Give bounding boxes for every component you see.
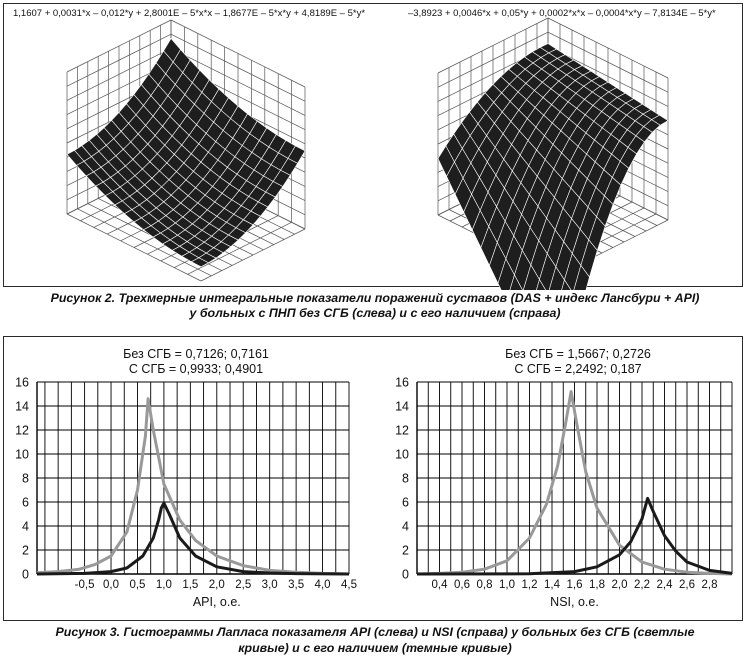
y-tick-label: 14: [15, 400, 29, 414]
surface-cell: [561, 279, 572, 290]
wall-grid-line: [170, 33, 306, 102]
wall-grid-line: [170, 19, 306, 88]
x-tick-label: 0,5: [129, 579, 145, 591]
api-laplace-chart: 0 2 4 6 8 10 12 14 16 -0,5 0,0 0,5 1,0 1,5 2,0 2,5 3,0 3,…: [15, 376, 357, 609]
x-tick-label: 2,5: [235, 579, 251, 591]
y-tick-label: 2: [22, 544, 29, 558]
x-tick-label: 1,8: [589, 579, 605, 591]
surface-plot-right: [437, 17, 669, 290]
y-tick-label: 4: [402, 520, 409, 534]
x-axis-label: NSI, о.е.: [550, 595, 599, 609]
wall-grid-line: [170, 48, 306, 116]
x-tick-label: 2,0: [612, 579, 628, 591]
x-tick-label: 2,0: [209, 579, 225, 591]
x-tick-label: -0,5: [75, 579, 95, 591]
x-tick-label: 3,5: [288, 579, 304, 591]
y-tick-label: 2: [402, 544, 409, 558]
floor-grid-line: [77, 208, 212, 277]
x-tick-label: 0,4: [432, 579, 449, 591]
curve-with-sgb: [36, 501, 350, 576]
surface-cell: [497, 258, 515, 290]
x-tick-label: 2,4: [657, 579, 674, 591]
x-axis-label: API, о.е.: [193, 595, 241, 609]
curve-without-sgb: [36, 397, 350, 576]
api-stats-with: С СГБ = 0,9933; 0,4901: [128, 362, 264, 376]
api-stats-without: Без СГБ = 0,7126; 0,7161: [123, 347, 269, 361]
x-tick-label: 3,0: [262, 579, 278, 591]
curve-with-sgb: [416, 496, 733, 576]
y-tick-label: 6: [22, 496, 29, 510]
y-tick-label: 8: [22, 472, 29, 486]
y-tick-label: 8: [402, 472, 409, 486]
x-tick-label: 2,2: [634, 579, 650, 591]
surface-cell: [573, 264, 590, 290]
wall-grid-line: [66, 19, 172, 73]
wall-grid-line: [437, 31, 549, 88]
nsi-annotation: Без СГБ = 1,5667; 0,2726 С СГБ = 2,2492;…: [478, 347, 678, 377]
floor-grid-line: [66, 213, 202, 282]
y-tick-label: 14: [395, 400, 409, 414]
y-tick-label: 16: [395, 376, 409, 390]
surface-cell: [523, 264, 540, 290]
nsi-laplace-chart: 0 2 4 6 8 10 12 14 16 0,4 0,6 0,8 1,0 1,2 1,4 1,6 1,8 2,0…: [395, 376, 733, 609]
formula-right: –3,8923 + 0,0046*x + 0,05*y + 0,0002*x*x…: [408, 8, 716, 19]
x-tick-label: 1,0: [156, 579, 172, 591]
floor-grid-line: [200, 228, 306, 282]
y-tick-label: 4: [22, 520, 29, 534]
x-tick-label: 0,8: [477, 579, 493, 591]
y-tick-label: 10: [15, 448, 29, 462]
x-tick-label: 4,0: [315, 579, 331, 591]
surface-cell: [514, 249, 532, 290]
wall-grid-line: [66, 48, 172, 101]
x-tick-label: 0,6: [454, 579, 470, 591]
y-tick-label: 12: [15, 424, 29, 438]
x-tick-label: 1,6: [567, 579, 583, 591]
x-tick-label: 2,6: [679, 579, 695, 591]
x-tick-label: 1,5: [182, 579, 198, 591]
surface-cell: [536, 278, 546, 290]
x-tick-label: 0,0: [103, 579, 119, 591]
y-tick-label: 16: [15, 376, 29, 390]
nsi-stats-without: Без СГБ = 1,5667; 0,2726: [505, 347, 651, 361]
x-tick-label: 4,5: [341, 579, 357, 591]
wall-grid-line: [547, 17, 669, 79]
figure3-caption-line2: кривые) и с его наличием (темные кривые): [238, 641, 512, 655]
x-tick-label: 1,0: [499, 579, 515, 591]
figure3-caption-line1: Рисунок 3. Гистограммы Лапласа показател…: [55, 625, 695, 639]
y-tick-label: 10: [395, 448, 409, 462]
wall-grid-line: [547, 31, 669, 93]
surface-plot-left: [66, 19, 306, 282]
y-tick-label: 6: [402, 496, 409, 510]
x-tick-label: 2,8: [702, 579, 718, 591]
api-annotation: Без СГБ = 0,7126; 0,7161 С СГБ = 0,9933;…: [96, 347, 296, 377]
y-tick-label: 0: [22, 568, 29, 582]
y-tick-label: 12: [395, 424, 409, 438]
surface-cell: [190, 257, 210, 268]
figure2-caption-line2: у больных с ПНП без СГБ (слева) и с его …: [189, 306, 561, 320]
wall-grid-line: [66, 33, 172, 87]
surface-cell: [509, 274, 523, 290]
y-tick-label: 0: [402, 568, 409, 582]
x-tick-label: 1,2: [522, 579, 538, 591]
surface-cell: [548, 266, 565, 290]
figure2-caption-line1: Рисунок 2. Трехмерные интегральные показ…: [50, 291, 700, 305]
floor-grid-line: [187, 221, 292, 275]
x-tick-label: 1,4: [544, 579, 561, 591]
wall-grid-line: [437, 17, 549, 74]
formula-left: 1,1607 + 0,0031*x – 0,012*y + 2,8001E – …: [13, 8, 366, 19]
surface-cell: [564, 252, 582, 290]
curve-without-sgb: [416, 390, 733, 576]
nsi-stats-with: С СГБ = 2,2492; 0,187: [514, 362, 642, 376]
